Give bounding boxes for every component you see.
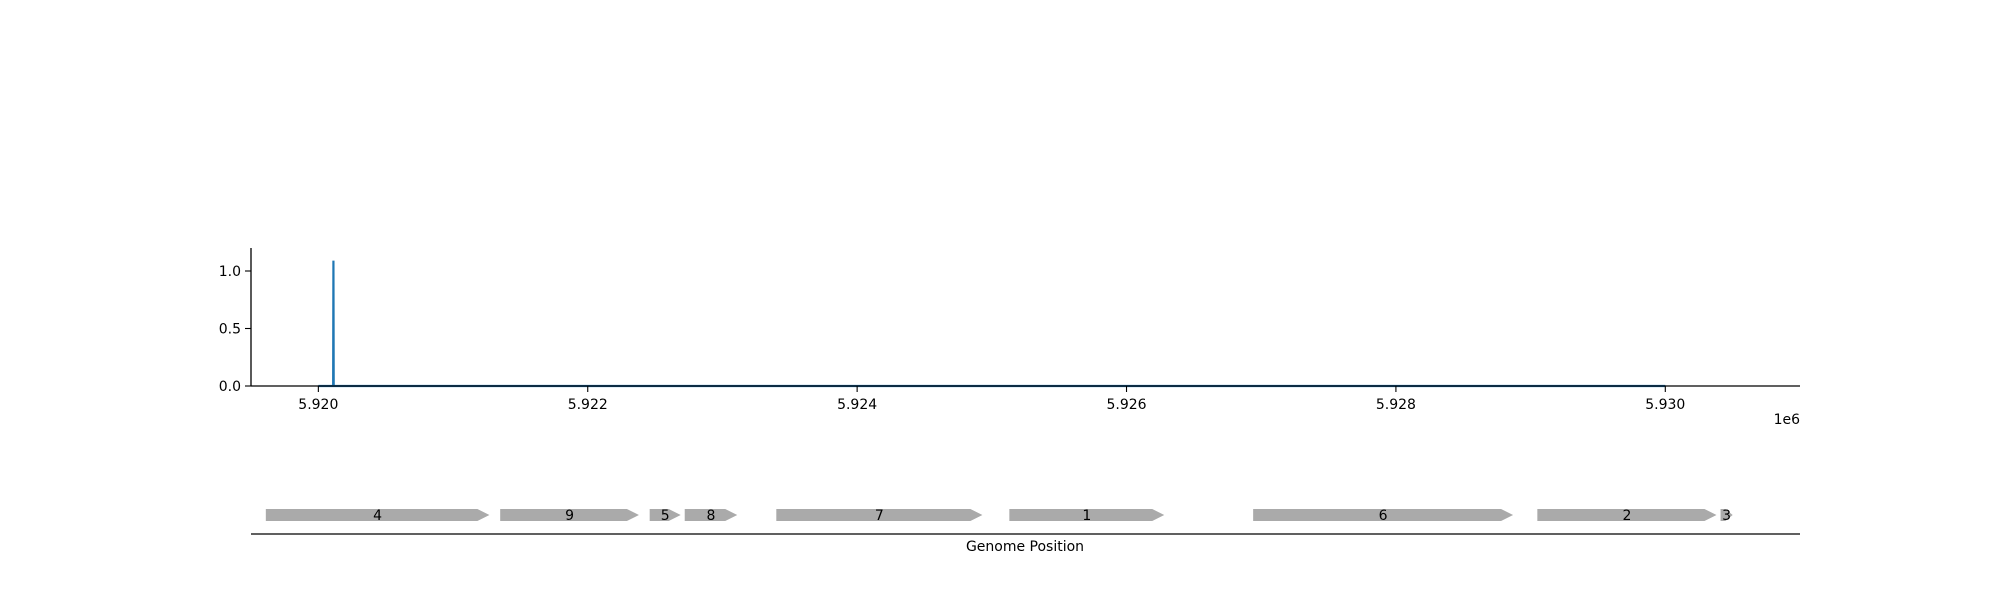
coverage-line (318, 260, 1666, 388)
gene-feature-label: 9 (565, 508, 574, 524)
gene-feature-label: 3 (1722, 508, 1731, 524)
x-tick-label: 5.920 (298, 397, 338, 413)
gene-feature-arrow (684, 509, 738, 521)
y-ticks: 0.0 0.5 1.0 (219, 264, 251, 395)
x-tick-label: 5.928 (1376, 397, 1416, 413)
x-tick-label: 5.924 (837, 397, 877, 413)
gene-features: 4 9 5 8 7 1 6 2 3 (265, 508, 1733, 524)
coverage-series-layer (318, 260, 1666, 388)
gene-feature-arrow (265, 509, 490, 521)
gene-feature-arrow (1009, 509, 1165, 521)
y-tick-label: 0.0 (219, 379, 241, 395)
gene-feature-arrow (649, 509, 681, 521)
gene-feature-arrow (500, 509, 639, 521)
gene-feature-label: 2 (1622, 508, 1631, 524)
gene-feature-arrow (1537, 509, 1717, 521)
x-tick-label: 5.922 (568, 397, 608, 413)
gene-feature-arrow (1253, 509, 1514, 521)
gene-track: 4 9 5 8 7 1 6 2 3 Genome Position (251, 508, 1800, 555)
x-ticks: 5.920 5.922 5.924 5.926 5.928 5.930 (298, 386, 1685, 413)
gene-feature-label: 8 (707, 508, 716, 524)
x-offset-label: 1e6 (1774, 412, 1801, 428)
y-tick-label: 1.0 (219, 264, 241, 280)
gene-feature-label: 7 (875, 508, 884, 524)
gene-track-x-axis-label: Genome Position (966, 539, 1084, 555)
gene-feature-label: 4 (373, 508, 382, 524)
gene-feature-arrow (776, 509, 983, 521)
gene-feature-label: 1 (1082, 508, 1091, 524)
x-tick-label: 5.926 (1106, 397, 1146, 413)
gene-feature-arrow (1720, 509, 1733, 521)
y-tick-label: 0.5 (219, 322, 241, 338)
x-tick-label: 5.930 (1645, 397, 1685, 413)
coverage-plot: 0.0 0.5 1.0 5.920 5.922 5.924 5.926 5.928 5.930… (219, 248, 1800, 428)
gene-feature-label: 5 (661, 508, 670, 524)
gene-feature-label: 6 (1379, 508, 1388, 524)
